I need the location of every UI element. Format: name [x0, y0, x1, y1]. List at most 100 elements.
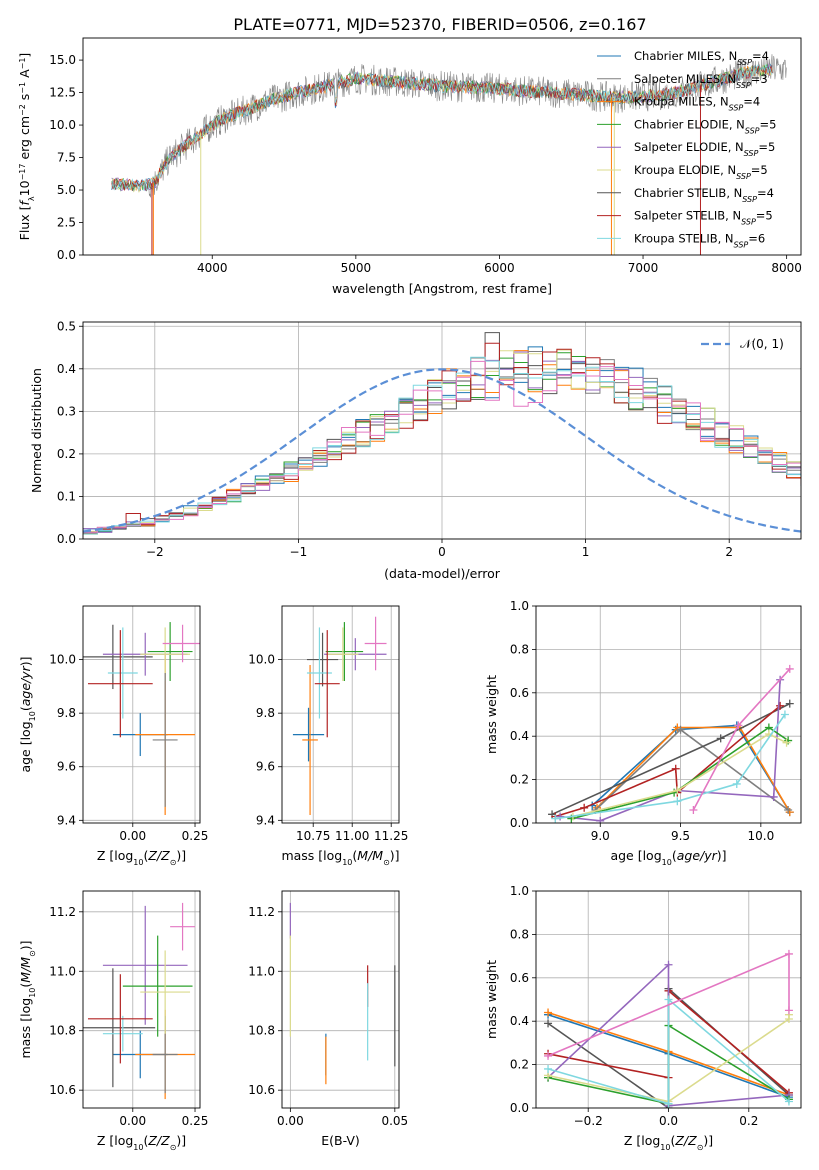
- legend-label: Salpeter ELODIE, NSSP=5: [634, 140, 775, 158]
- weight-marker: [784, 805, 793, 814]
- label-part: =6: [748, 231, 765, 245]
- axes-frame: [82, 321, 802, 540]
- axes-frame: [281, 605, 400, 824]
- label-part: age [log: [610, 848, 661, 863]
- y-axis-label: Normed distribution: [29, 368, 44, 493]
- weight-marker: [716, 734, 725, 743]
- y-tick-label: 0.2: [510, 1058, 529, 1072]
- x-axis-label: Z [log10(Z/Z⊙)]: [97, 1133, 186, 1152]
- x-tick-label: 0.00: [277, 1114, 304, 1128]
- y-tick-label: 10.0: [248, 653, 275, 667]
- label-part: =5: [756, 209, 773, 223]
- label-part: Kroupa ELODIE, N: [634, 163, 736, 177]
- label-part: A: [17, 69, 32, 82]
- y-axis-label: mass weight: [484, 675, 499, 754]
- x-tick-label: 6000: [484, 261, 515, 275]
- axes-frame: [535, 605, 802, 824]
- label-part: Z/Z: [147, 1133, 170, 1148]
- label-part: mass [log: [281, 848, 342, 863]
- y-tick-label: 11.0: [248, 964, 275, 978]
- axes: 4000 5000 6000 7000 8000 0.0 2.5 5.0 7.5 10.0 12.5…: [17, 37, 802, 296]
- y-tick-label: 0.2: [57, 447, 76, 461]
- y-tick-label: 2.5: [57, 216, 76, 230]
- y-tick-label: 12.5: [49, 86, 76, 100]
- label-part: )]: [390, 848, 400, 863]
- y-tick-label: 10.0: [49, 118, 76, 132]
- x-axis-label: Z [log10(Z/Z⊙)]: [624, 1133, 713, 1152]
- y-tick-label: 5.0: [57, 183, 76, 197]
- x-tick-label: 2: [725, 545, 733, 559]
- label-part: (: [352, 848, 357, 863]
- y-tick-label: 9.8: [57, 706, 76, 720]
- label-part: SSP: [729, 103, 744, 112]
- x-axis-label: mass [log10(M/M⊙)]: [281, 848, 399, 867]
- histogram-step: [83, 349, 801, 539]
- label-part: SSP: [737, 58, 752, 67]
- label-part: )]: [176, 1133, 186, 1148]
- label-part: (: [670, 1133, 675, 1148]
- x-tick-label: 0.05: [381, 1114, 408, 1128]
- label-part: Kroupa STELIB, N: [634, 231, 734, 245]
- label-part: Chabrier STELIB, N: [634, 186, 742, 200]
- label-part: age/yr: [677, 848, 718, 863]
- weight-marker: [782, 738, 791, 747]
- y-axis-label: age [log10(age/yr)]: [18, 656, 37, 772]
- label-part: −1: [18, 58, 27, 70]
- legend-label: Salpeter STELIB, NSSP=5: [634, 209, 773, 227]
- label-part: λ: [27, 196, 36, 201]
- weight-line: [547, 997, 790, 1105]
- plot-body: [111, 54, 787, 255]
- y-tick-label: 15.0: [49, 53, 76, 67]
- y-tick-label: 1.0: [510, 884, 529, 898]
- x-tick-label: 8000: [771, 261, 802, 275]
- y-tick-label: 0.5: [57, 319, 76, 333]
- figure-title: PLATE=0771, MJD=52370, FIBERID=0506, z=0…: [233, 15, 646, 34]
- axes-frame: [281, 890, 400, 1109]
- label-part: SSP: [734, 240, 749, 249]
- weight-marker: [785, 699, 794, 708]
- y-tick-label: 0.8: [510, 927, 529, 941]
- label-part: E(B-V): [321, 1133, 360, 1148]
- label-part: Chabrier ELODIE, N: [634, 117, 745, 131]
- x-tick-label: 0: [438, 545, 446, 559]
- plot-body: [536, 606, 801, 823]
- weight-line: [571, 726, 789, 820]
- weight-marker: [664, 1099, 673, 1108]
- plot-body: [83, 322, 801, 539]
- y-tick-label: 0.4: [57, 362, 76, 376]
- legend-label: Chabrier STELIB, NSSP=4: [634, 186, 774, 204]
- weight-marker: [664, 995, 673, 1004]
- y-tick-label: 10.8: [248, 1024, 275, 1038]
- weight-marker: [734, 721, 743, 730]
- plot-body: [536, 891, 801, 1108]
- label-part: (: [143, 1133, 148, 1148]
- legend-label: Kroupa MILES, NSSP=4: [634, 95, 760, 113]
- y-axis-label: Flux [fλ10−17 erg cm−2 s−1 A−1]: [17, 53, 36, 241]
- weight-marker: [769, 792, 778, 801]
- x-axis-label: wavelength [Angstrom, rest frame]: [332, 281, 552, 296]
- axes: 9.49.69.810.00.00 0.25Z [log10(Z/Z⊙)]age …: [18, 605, 208, 867]
- label-part: 10: [342, 858, 352, 867]
- weight-marker: [784, 1097, 793, 1106]
- x-tick-label: −1: [290, 545, 308, 559]
- y-tick-label: 9.4: [57, 813, 76, 827]
- y-tick-label: 0.1: [57, 489, 76, 503]
- weight-line: [560, 679, 781, 822]
- y-axis-label: mass [log10(M/M⊙)]: [18, 940, 37, 1058]
- weight-marker: [673, 786, 682, 795]
- x-tick-label: 7000: [628, 261, 659, 275]
- label-part: f: [17, 199, 32, 205]
- label-part: age [log: [18, 721, 33, 772]
- y-tick-label: 0.8: [510, 642, 529, 656]
- label-part: 10: [662, 858, 672, 867]
- label-part: SSP: [736, 172, 751, 181]
- label-part: M/M: [357, 848, 383, 863]
- x-tick-label: 5000: [341, 261, 372, 275]
- plot-body: [282, 891, 399, 1108]
- label-part: ]: [17, 53, 32, 58]
- spectrum-line: [111, 63, 773, 192]
- weight-marker: [689, 805, 698, 814]
- label-part: )]: [176, 848, 186, 863]
- axes: 10.610.811.011.20.00 0.25Z [log10(Z/Z⊙)]m…: [18, 890, 208, 1152]
- label-part: =5: [751, 163, 768, 177]
